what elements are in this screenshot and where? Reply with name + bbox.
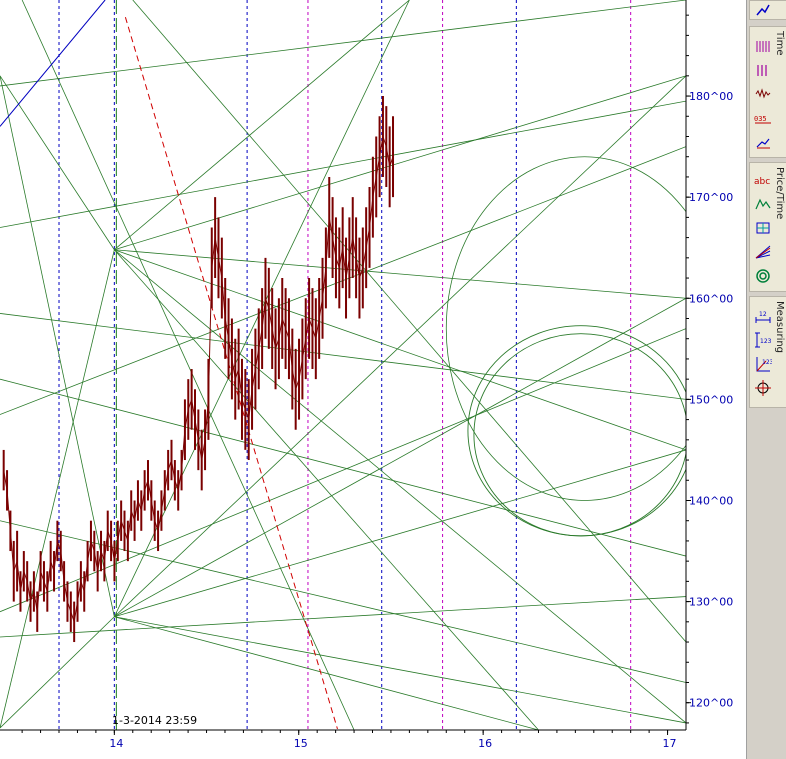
gann-fan-line [114, 449, 686, 618]
gann-fan-line [114, 249, 686, 299]
gann-angle-line [0, 596, 686, 638]
gann-fan-line [114, 616, 539, 730]
gann-angle-line [0, 0, 686, 87]
gann-fan-line [0, 616, 115, 729]
svg-text:123: 123 [760, 338, 772, 345]
box-grid-icon[interactable] [754, 219, 772, 237]
x-tick-label: 14 [109, 737, 123, 750]
fan-arrow-icon[interactable] [754, 243, 772, 261]
price-time-panel: Price/Time abc [749, 162, 786, 292]
price-time-panel-title: Price/Time [774, 167, 785, 220]
y-tick-label: 180^00 [689, 90, 733, 103]
measuring-panel-title: Measuring [774, 301, 785, 354]
gann-fan-line [114, 249, 539, 730]
svg-text:123: 123 [762, 359, 772, 366]
gann-chart[interactable]: 120^00 130^00 140^00 150^00 160^00 170^00 180^… [0, 0, 746, 759]
gann-fan-line [114, 297, 686, 618]
time-panel: Time 035 [749, 26, 786, 158]
wave-icon[interactable] [754, 195, 772, 213]
y-tick-label: 130^00 [689, 596, 733, 609]
x-tick-label: 16 [478, 737, 492, 750]
measure-vertical-icon[interactable]: 123 [754, 331, 772, 349]
x-tick-label: 17 [663, 737, 677, 750]
spiral-icon[interactable] [754, 267, 772, 285]
gann-fan-line [0, 75, 115, 250]
time-panel-title: Time [774, 31, 785, 56]
gann-angle-line [0, 378, 686, 557]
y-tick-label: 140^00 [689, 494, 733, 507]
drawing-toolbar: Time 035 Price/Time abc Measuring 12 123… [746, 0, 786, 759]
measure-angle-icon[interactable]: 123 [754, 355, 772, 373]
svg-text:abc: abc [754, 177, 770, 187]
x-tick-label: 15 [294, 737, 308, 750]
trend-arrow-icon[interactable] [754, 1, 772, 19]
gann-fan-line [114, 75, 686, 618]
gann-fan-line [0, 75, 115, 617]
y-tick-label: 120^00 [689, 697, 733, 710]
svg-text:035: 035 [754, 115, 767, 123]
y-tick-label: 170^00 [689, 191, 733, 204]
gann-circle-large [445, 156, 686, 501]
gann-angle-line [0, 100, 686, 228]
bars-split-icon[interactable] [754, 61, 772, 79]
gann-fan-line [114, 616, 686, 724]
y-tick-label: 150^00 [689, 393, 733, 406]
crosshair-icon[interactable] [754, 379, 772, 397]
cycles-icon[interactable] [754, 85, 772, 103]
measuring-panel: Measuring 12 123 123 [749, 296, 786, 408]
bars-vertical-icon[interactable] [754, 37, 772, 55]
gann-circle-outer [467, 325, 686, 537]
blue-arc-line [0, 0, 106, 127]
measure-horizontal-icon[interactable]: 12 [754, 307, 772, 325]
gann-fan-line [114, 249, 686, 451]
gann-fan-line [114, 75, 686, 251]
svg-text:12: 12 [759, 311, 767, 318]
plot-area [0, 0, 686, 730]
y-tick-label: 160^00 [689, 292, 733, 305]
toolbar-top-panel [749, 0, 786, 20]
gann-angle-line [0, 313, 686, 400]
gann-fan-line [0, 249, 115, 729]
trend-arrow-icon[interactable] [754, 133, 772, 151]
gann-fan-line [114, 249, 686, 724]
text-abc-icon[interactable]: abc [754, 171, 772, 189]
cursor-date-label: 1-3-2014 23:59 [112, 714, 197, 727]
numbers-035-icon[interactable]: 035 [754, 109, 772, 127]
gann-fan-line [114, 0, 410, 251]
gann-angle-line [21, 0, 355, 730]
